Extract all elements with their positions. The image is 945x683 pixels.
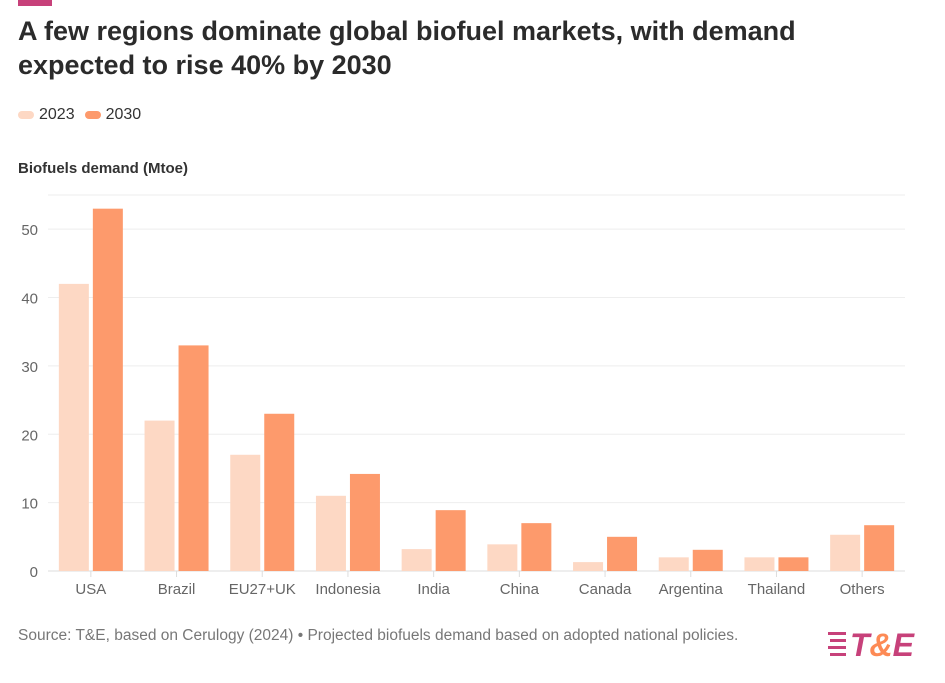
y-tick-label: 20 [21,427,38,444]
bar-2023-Indonesia [315,495,346,571]
bar-2023-EU27+UK [230,454,261,571]
bar-2023-Brazil [144,420,175,571]
x-tick-label: USA [75,581,106,598]
bar-2023-Others [830,534,861,571]
bar-2030-China [521,523,552,571]
x-tick-label: India [417,581,450,598]
x-tick-label: Others [840,581,885,598]
bar-2023-Thailand [744,557,775,571]
bar-2030-Thailand [778,557,809,571]
chart-title: A few regions dominate global biofuel ma… [18,16,796,80]
x-tick-label: China [500,581,540,598]
y-axis-label: Biofuels demand (Mtoe) [18,160,189,177]
svg-text:T&E: T&E [850,627,916,662]
x-tick-label: Indonesia [315,581,381,598]
y-tick-label: 30 [21,359,38,376]
bar-2030-Argentina [692,549,723,571]
accent-strip [18,0,52,6]
bar-2023-India [401,549,432,571]
x-tick-label: Thailand [748,581,806,598]
bar-2030-Canada [607,536,638,571]
x-tick-label: EU27+UK [229,581,296,598]
y-tick-label: 10 [21,496,38,513]
bar-2023-China [487,544,518,571]
legend-swatch [84,111,101,119]
te-logo: T&E [828,622,933,667]
bar-2030-Others [864,525,895,571]
bar-2030-Brazil [178,345,209,571]
bar-2023-Canada [573,562,604,571]
legend-swatch [18,111,34,119]
bar-2023-USA [58,283,89,571]
bar-2030-Indonesia [349,473,380,571]
y-tick-label: 50 [21,222,38,239]
x-tick-label: Canada [579,581,632,598]
x-tick-label: Brazil [158,581,196,598]
y-tick-label: 0 [30,564,38,581]
y-tick-label: 40 [21,291,38,308]
legend: 2023 2030 [18,106,141,124]
x-tick-label: Argentina [659,581,724,598]
legend-item-2023: 2023 [18,106,75,124]
bar-2030-EU27+UK [264,413,295,571]
bar-2023-Argentina [658,557,689,571]
bar-2030-USA [92,208,123,571]
legend-label: 2023 [39,106,75,123]
legend-item-2030: 2030 [84,106,142,124]
legend-label: 2030 [105,106,142,123]
source-note: Source: T&E, based on Cerulogy (2024) • … [18,627,739,644]
bar-2030-India [435,510,466,571]
